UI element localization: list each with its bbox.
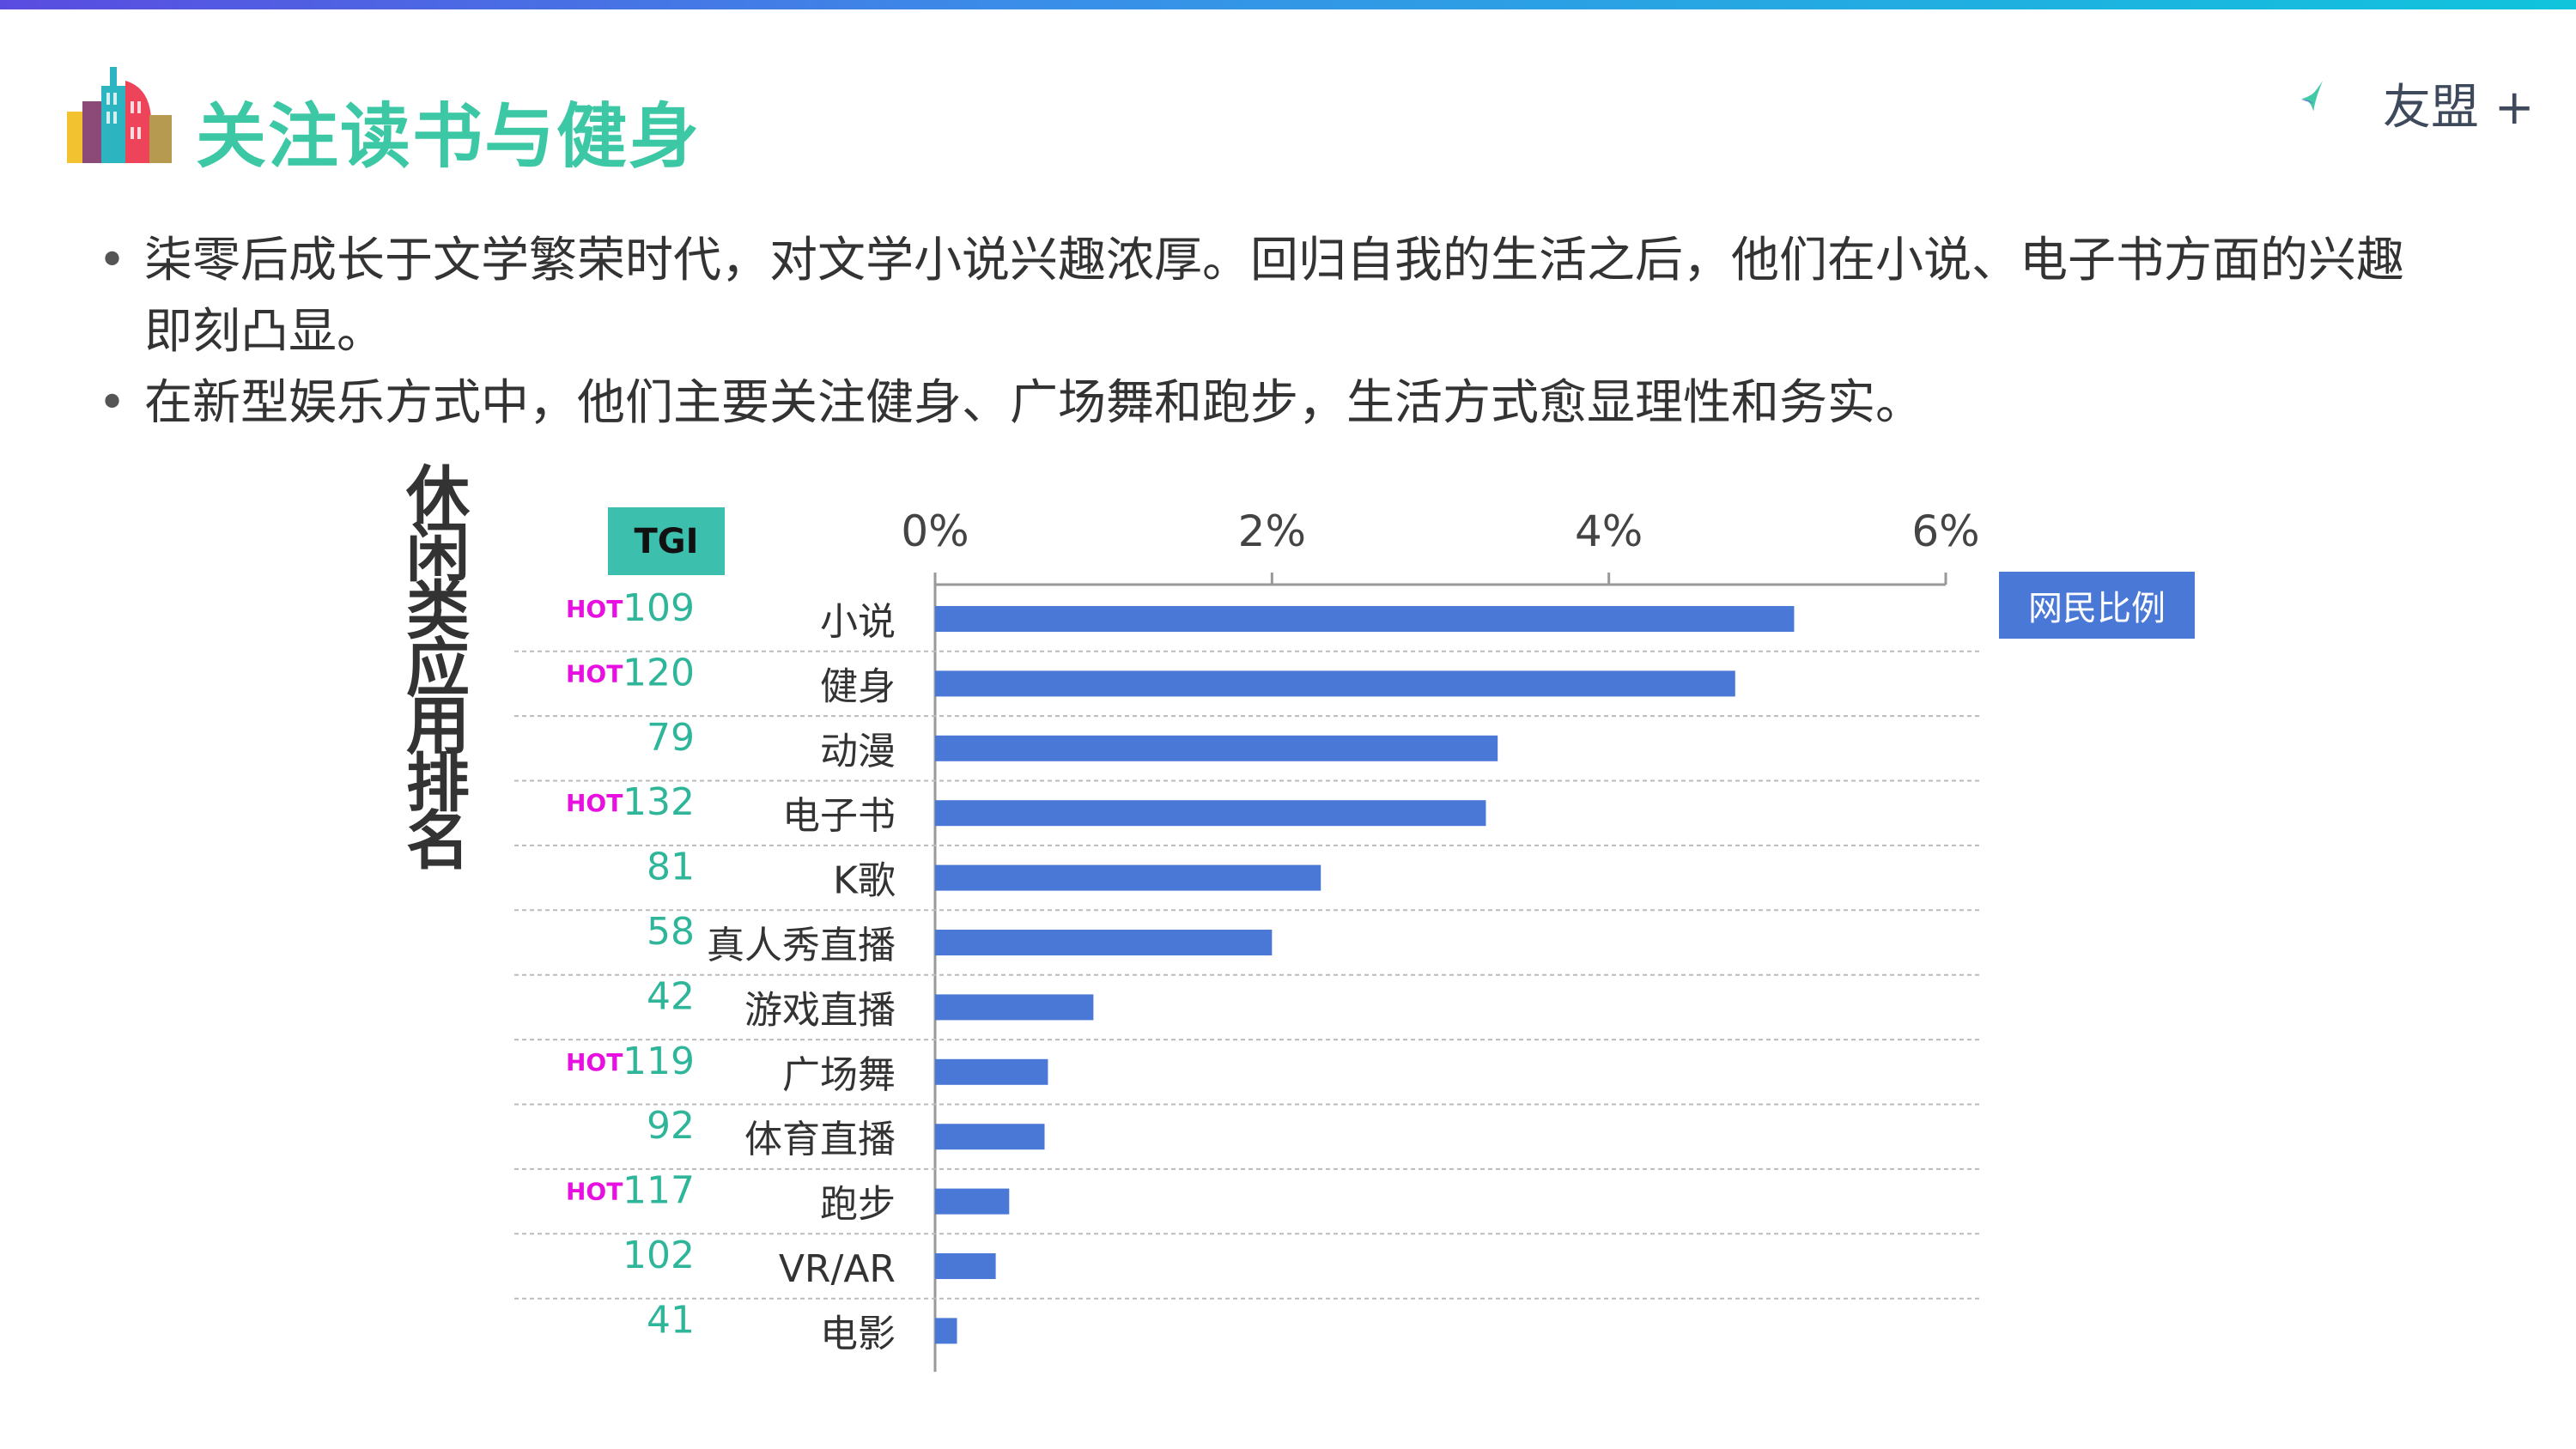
category-label: 广场舞	[782, 1053, 896, 1097]
bullet-item: • 柒零后成长于文学繁荣时代，对文学小说兴趣浓厚。回归自我的生活之后，他们在小说、…	[98, 233, 2404, 360]
bar-10	[935, 1253, 996, 1279]
category-label: 体育直播	[744, 1118, 896, 1161]
top-gradient-bar	[0, 0, 2576, 9]
bar-6	[935, 994, 1094, 1021]
tgi-value: 92	[647, 1104, 695, 1148]
x-tick-label: 6%	[1911, 506, 1979, 556]
bar-9	[935, 1188, 1010, 1215]
tgi-header: TGI	[608, 507, 725, 575]
bar-2	[935, 735, 1498, 761]
page-title: 关注读书与健身	[196, 96, 702, 178]
tgi-value: 132	[623, 780, 695, 824]
tgi-value: 109	[623, 586, 695, 630]
category-label: 电影	[820, 1312, 896, 1355]
hot-badge: HOT	[566, 659, 623, 688]
bullet-item: • 在新型娱乐方式中，他们主要关注健身、广场舞和跑步，生活方式愈显理性和务实。	[98, 375, 1923, 431]
bar-5	[935, 930, 1273, 955]
bar-3	[935, 800, 1486, 827]
logo-text: 友盟 +	[2383, 80, 2535, 136]
bar-7	[935, 1058, 1048, 1085]
hot-badge: HOT	[566, 1048, 623, 1076]
city-buildings-icon	[67, 67, 172, 163]
hot-badge: HOT	[566, 1178, 623, 1206]
tgi-value: 120	[623, 651, 695, 694]
hot-badge: HOT	[566, 789, 623, 817]
tgi-value: 81	[647, 846, 695, 889]
bullet-text: 在新型娱乐方式中，他们主要关注健身、广场舞和跑步，生活方式愈显理性和务实。	[144, 375, 1923, 431]
category-label: K歌	[833, 859, 896, 903]
category-label: 健身	[820, 664, 896, 708]
bar-1	[935, 670, 1735, 697]
category-label: 真人秀直播	[707, 924, 896, 967]
category-label: 游戏直播	[744, 988, 896, 1032]
umeng-logo-icon	[2301, 81, 2323, 112]
hot-badge: HOT	[566, 595, 623, 623]
category-label: VR/AR	[779, 1247, 896, 1291]
legend-netizen-ratio: 网民比例	[1999, 572, 2195, 639]
tgi-value: 79	[647, 716, 695, 760]
tgi-value: 119	[623, 1040, 695, 1083]
tgi-value: 41	[647, 1298, 695, 1342]
tgi-value: 58	[647, 910, 695, 954]
bullet-list: • 柒零后成长于文学繁荣时代，对文学小说兴趣浓厚。回归自我的生活之后，他们在小说、…	[94, 225, 2413, 439]
category-label: 动漫	[820, 730, 896, 773]
category-label: 跑步	[820, 1183, 896, 1227]
chart-title: 休闲类应用排名	[406, 459, 470, 878]
bar-4	[935, 864, 1321, 891]
bullet-text: 柒零后成长于文学繁荣时代，对文学小说兴趣浓厚。回归自我的生活之后，他们在小说、电…	[144, 233, 2404, 360]
bar-0	[935, 606, 1795, 632]
tgi-value: 42	[647, 974, 695, 1018]
x-tick-label: 0%	[901, 506, 969, 556]
bar-11	[935, 1318, 957, 1344]
category-label: 小说	[820, 600, 896, 644]
tgi-value: 117	[623, 1169, 695, 1213]
x-tick-label: 4%	[1575, 506, 1643, 556]
bar-8	[935, 1124, 1045, 1150]
x-tick-label: 2%	[1238, 506, 1306, 556]
tgi-value: 102	[623, 1234, 695, 1277]
category-label: 电子书	[782, 794, 896, 838]
